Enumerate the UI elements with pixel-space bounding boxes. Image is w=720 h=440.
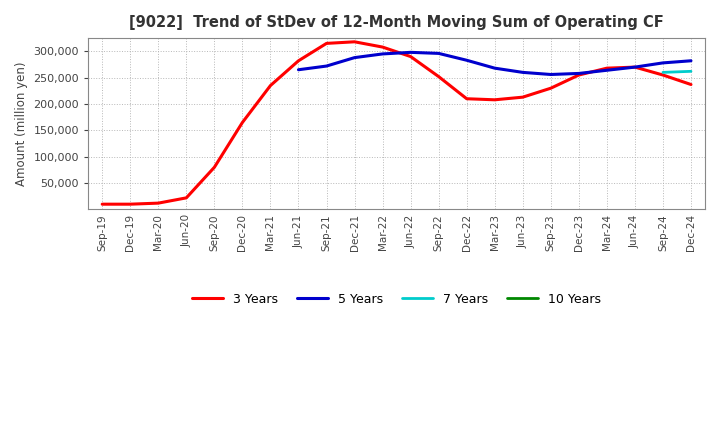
Legend: 3 Years, 5 Years, 7 Years, 10 Years: 3 Years, 5 Years, 7 Years, 10 Years <box>187 288 606 311</box>
3 Years <box>603 66 611 71</box>
3 Years <box>238 120 247 125</box>
Line: 3 Years: 3 Years <box>102 42 691 204</box>
3 Years <box>126 202 135 207</box>
3 Years <box>659 72 667 77</box>
3 Years <box>210 165 219 170</box>
Line: 5 Years: 5 Years <box>299 52 691 74</box>
3 Years <box>546 85 555 91</box>
5 Years <box>575 71 583 76</box>
3 Years <box>462 96 471 101</box>
3 Years <box>490 97 499 103</box>
3 Years <box>631 65 639 70</box>
3 Years <box>98 202 107 207</box>
3 Years <box>182 195 191 201</box>
Y-axis label: Amount (million yen): Amount (million yen) <box>15 62 28 186</box>
Line: 7 Years: 7 Years <box>663 71 691 72</box>
3 Years <box>350 39 359 44</box>
3 Years <box>518 95 527 100</box>
3 Years <box>294 58 303 63</box>
5 Years <box>294 67 303 73</box>
5 Years <box>434 51 443 56</box>
3 Years <box>406 54 415 59</box>
3 Years <box>154 201 163 206</box>
5 Years <box>378 51 387 57</box>
5 Years <box>659 60 667 66</box>
3 Years <box>687 82 696 87</box>
5 Years <box>322 63 330 69</box>
5 Years <box>462 58 471 63</box>
5 Years <box>350 55 359 60</box>
5 Years <box>603 68 611 73</box>
7 Years <box>687 69 696 74</box>
3 Years <box>322 41 330 46</box>
5 Years <box>406 50 415 55</box>
5 Years <box>687 58 696 63</box>
5 Years <box>490 66 499 71</box>
Title: [9022]  Trend of StDev of 12-Month Moving Sum of Operating CF: [9022] Trend of StDev of 12-Month Moving… <box>129 15 664 30</box>
7 Years <box>659 70 667 75</box>
3 Years <box>575 72 583 77</box>
5 Years <box>631 65 639 70</box>
3 Years <box>266 83 275 88</box>
3 Years <box>434 74 443 79</box>
5 Years <box>546 72 555 77</box>
5 Years <box>518 70 527 75</box>
3 Years <box>378 44 387 50</box>
